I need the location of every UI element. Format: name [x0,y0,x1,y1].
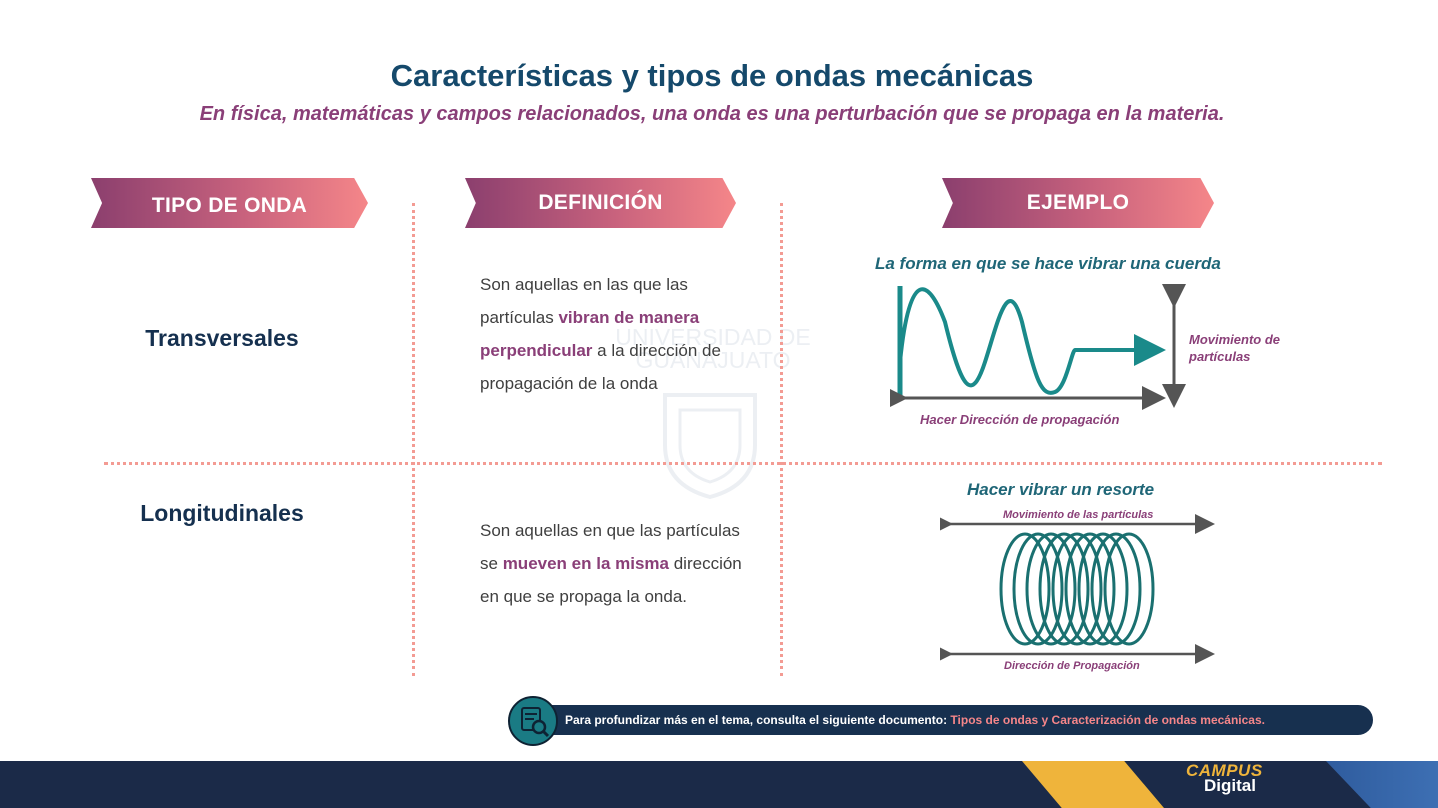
campus-digital-logo: CAMPUS [1186,761,1263,780]
row-divider [104,462,1382,465]
column-divider-1 [412,203,415,676]
document-search-icon [508,696,558,746]
header-type-banner: TIPO DE ONDA [91,178,368,228]
page-subtitle: En física, matemáticas y campos relacion… [199,103,1225,125]
watermark: UNIVERSIDAD DE GUANAJUATO [615,324,811,373]
reference-link[interactable]: Tipos de ondas y Caracterización de onda… [950,713,1265,727]
definition-text: Son aquellas en las que las partículas [480,275,688,327]
definition-text: a la dirección de propagación de la onda [480,341,721,393]
column-divider-2 [780,203,783,676]
spring-diagram [940,514,1215,664]
header-type-label: TIPO DE ONDA [151,194,308,217]
header-definition-label: DEFINICIÓN [538,191,663,214]
example-caption-spring: Hacer vibrar un resorte [967,480,1155,499]
label-propagation-direction: Hacer Dirección de propagación [920,412,1120,427]
page-title: Características y tipos de ondas mecánic… [390,58,1034,93]
row-definition-longitudinales: Son aquellas en que las partículas se mu… [480,514,760,613]
bottom-bar [0,761,1438,808]
reference-note: Para profundizar más en el tema, consult… [528,705,1373,735]
row-type-transversales: Transversales [145,325,299,351]
header-example-banner: EJEMPLO [942,178,1214,228]
reference-text: Para profundizar más en el tema, consult… [565,713,951,727]
header-definition-banner: DEFINICIÓN [465,178,736,228]
example-caption-string: La forma en que se hace vibrar una cuerd… [875,254,1221,273]
row-type-longitudinales: Longitudinales [140,500,304,526]
definition-text: dirección en que se propaga la onda. [480,554,742,606]
campus-digital-logo-sub: Digital [1204,776,1256,795]
transverse-wave-diagram [890,284,1186,410]
definition-highlight: vibran de manera perpendicular [480,308,700,360]
row-definition-transversales: Son aquellas en las que las partículas v… [480,268,760,400]
watermark-seal-icon [663,393,757,500]
header-example-label: EJEMPLO [1026,191,1130,214]
definition-highlight: mueven en la misma [502,554,669,573]
definition-text: Son aquellas en que las partículas se [480,521,740,573]
label-particle-movement: Movimiento de partículas [1189,332,1281,364]
label-propagation-direction-spring: Dirección de Propagación [1004,660,1140,672]
